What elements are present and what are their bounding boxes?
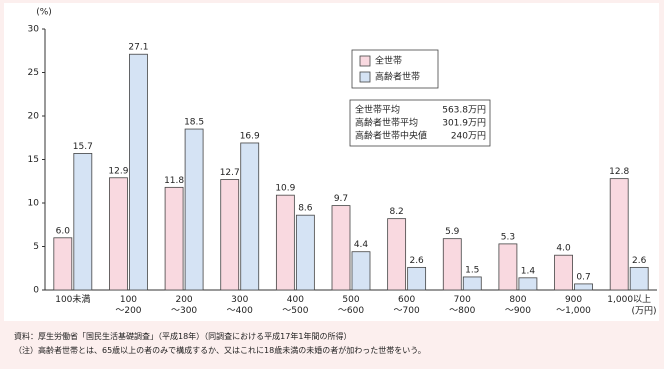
bar: [574, 283, 593, 291]
value-label: 8.2: [389, 207, 403, 217]
bar: [164, 186, 184, 291]
y-tick-label: 25: [28, 68, 39, 78]
y-tick-label: 15: [28, 155, 39, 165]
summary-label: 高齢者世帯中央値: [355, 130, 427, 142]
bar: [462, 276, 482, 291]
legend-label: 高齢者世帯: [375, 71, 420, 83]
bar: [609, 178, 629, 291]
bar: [407, 266, 427, 291]
value-label: 1.5: [465, 265, 479, 275]
value-label: 11.8: [164, 176, 184, 186]
value-label: 27.1: [128, 43, 148, 53]
bar: [629, 266, 649, 291]
summary-label: 全世帯平均: [355, 104, 400, 116]
x-tick-label: 100未満: [55, 295, 91, 305]
legend-swatch: [359, 71, 371, 83]
y-tick-label: 10: [28, 199, 40, 209]
y-tick-label: 5: [33, 242, 39, 252]
bar: [220, 179, 240, 291]
bar: [109, 177, 128, 291]
value-label: 16.9: [240, 131, 260, 141]
summary-box: [349, 99, 491, 147]
value-label: 18.5: [184, 118, 204, 128]
bar: [184, 128, 204, 291]
bar: [554, 254, 573, 291]
summary-label: 高齢者世帯平均: [355, 117, 418, 129]
value-label: 12.7: [220, 168, 240, 178]
summary-value: 301.9万円: [442, 118, 486, 129]
bar: [518, 277, 538, 291]
x-tick-label: 1,000以上: [607, 295, 652, 305]
x-tick-label: 600 ～700: [393, 295, 420, 316]
value-label: 12.8: [609, 167, 629, 177]
value-label: 12.9: [108, 166, 128, 176]
value-label: 5.9: [445, 227, 460, 237]
x-tick-label: 800 ～900: [504, 295, 531, 316]
value-label: 1.4: [521, 266, 536, 276]
value-label: 4.0: [556, 244, 571, 254]
value-label: 9.7: [334, 194, 348, 204]
bar: [351, 251, 371, 291]
footnote: （注）高齢者世帯とは、65歳以上の者のみで構成するか、又はこれに18歳未満の未婚…: [14, 346, 426, 355]
bar: [73, 153, 93, 291]
summary-value: 563.8万円: [442, 105, 486, 116]
x-tick-label: 400 ～500: [282, 295, 309, 316]
value-label: 10.9: [275, 184, 295, 194]
value-label: 4.4: [354, 240, 369, 250]
x-tick-label: 300 ～400: [226, 295, 253, 316]
value-label: 0.7: [576, 272, 590, 282]
y-tick-label: 0: [33, 286, 39, 296]
x-tick-label: 700 ～800: [449, 295, 476, 316]
y-tick-label: 30: [28, 25, 40, 35]
x-tick-label: 100 ～200: [115, 295, 142, 316]
x-unit: (万円): [631, 306, 656, 317]
bar: [129, 53, 148, 291]
bar: [387, 218, 407, 291]
bar: [53, 237, 73, 291]
value-label: 8.6: [298, 204, 313, 214]
bar: [295, 214, 315, 291]
bar: [240, 142, 260, 291]
bar: [331, 205, 351, 291]
legend-label: 全世帯: [375, 55, 402, 67]
legend-swatch: [359, 55, 371, 67]
value-label: 5.3: [501, 232, 515, 242]
x-tick-label: 900 ～1,000: [556, 295, 591, 316]
value-label: 15.7: [73, 142, 93, 152]
x-tick-label: 500 ～600: [337, 295, 365, 316]
x-tick-label: 200 ～300: [170, 295, 198, 316]
bar: [275, 194, 295, 291]
y-unit: (%): [36, 8, 52, 18]
y-tick-label: 20: [28, 112, 40, 122]
bar: [442, 238, 462, 291]
bar: [498, 243, 518, 291]
value-label: 2.6: [409, 256, 424, 266]
value-label: 2.6: [632, 256, 647, 266]
value-label: 6.0: [56, 226, 71, 236]
source-note: 資料：厚生労働省「国民生活基礎調査」（平成18年）（同調査における平成17年1年…: [14, 332, 352, 341]
summary-value: 240万円: [451, 131, 486, 142]
